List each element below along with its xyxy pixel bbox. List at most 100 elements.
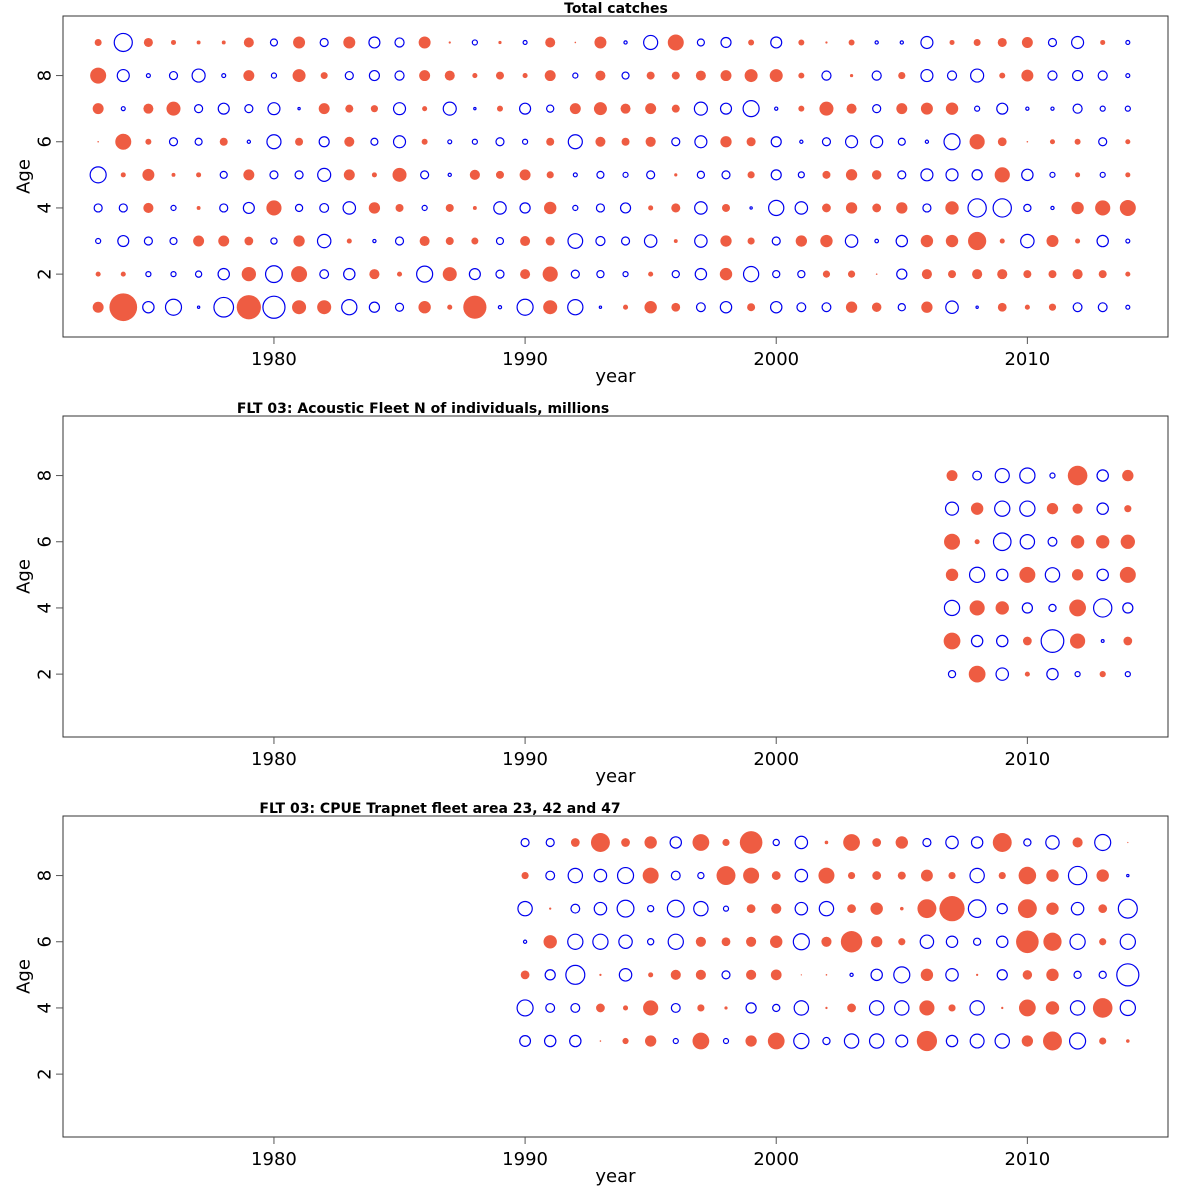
- bubble-negative: [643, 234, 658, 248]
- bubble-negative: [1125, 238, 1131, 244]
- bubble-negative: [342, 201, 357, 215]
- bubble-negative: [194, 137, 203, 146]
- bubble-positive: [120, 271, 126, 277]
- bubble-positive: [295, 137, 304, 146]
- bubble-negative: [995, 935, 1009, 949]
- bubble-positive: [1021, 36, 1033, 48]
- bubble-positive: [747, 303, 756, 312]
- bubble-positive: [872, 838, 882, 847]
- bubble-positive: [997, 137, 1007, 147]
- bubble-negative: [113, 32, 133, 53]
- bubble-positive: [392, 167, 407, 182]
- bubble-negative: [596, 269, 605, 279]
- bubble-negative: [1021, 168, 1034, 182]
- bubble-negative: [1047, 70, 1058, 81]
- panel-2: FLT 03: Acoustic Fleet N of individuals,…: [14, 401, 1169, 787]
- bubble-positive: [847, 270, 856, 278]
- bubble-positive: [346, 238, 352, 244]
- bubble-positive: [196, 205, 201, 210]
- bubble-negative: [217, 102, 230, 115]
- panel-title: Total catches: [564, 1, 668, 17]
- bubble-negative: [821, 302, 832, 313]
- bubble-positive: [724, 1006, 728, 1010]
- bubble-negative: [392, 135, 407, 149]
- bubble-positive: [642, 867, 659, 884]
- bubble-negative: [618, 934, 633, 950]
- bubble-positive: [843, 834, 860, 851]
- bubble-positive: [1074, 138, 1081, 145]
- bubble-negative: [497, 305, 503, 310]
- bubble-negative: [1096, 234, 1109, 248]
- bubble-positive: [243, 169, 255, 181]
- bubble-positive: [769, 69, 783, 83]
- bubble-positive: [596, 1003, 605, 1013]
- bubble-negative: [1097, 70, 1108, 81]
- bubble-positive: [1122, 469, 1134, 482]
- bubble-negative: [897, 170, 907, 180]
- bubble-negative: [1067, 865, 1088, 886]
- bubble-positive: [972, 269, 983, 280]
- bubble-negative: [546, 104, 555, 113]
- bubble-positive: [897, 871, 906, 880]
- bubble-positive: [748, 39, 755, 46]
- bubble-positive: [1023, 270, 1032, 279]
- bubble-positive: [520, 970, 530, 980]
- bubble-negative: [970, 634, 984, 648]
- bubble-positive: [520, 236, 531, 247]
- bubble-positive: [970, 502, 984, 515]
- bubble-positive: [692, 834, 710, 851]
- bubble-negative: [593, 868, 608, 883]
- bubble-positive: [744, 69, 758, 83]
- bubble-positive: [445, 237, 454, 246]
- bubble-positive: [445, 203, 454, 212]
- bubble-negative: [1119, 933, 1137, 950]
- bubble-negative: [1019, 500, 1036, 517]
- bubble-negative: [920, 168, 934, 182]
- bubble-negative: [1025, 106, 1030, 111]
- bubble-negative: [967, 899, 987, 919]
- bubble-negative: [620, 236, 631, 246]
- bubble-negative: [622, 171, 629, 178]
- bubble-negative: [567, 134, 583, 150]
- bubble-positive: [1072, 503, 1083, 514]
- bubble-negative: [118, 203, 128, 213]
- bubble-positive: [1019, 566, 1036, 583]
- bubble-negative: [970, 836, 984, 849]
- bubble-positive: [847, 871, 856, 880]
- bubble-negative: [1021, 602, 1034, 614]
- bubble-positive: [422, 106, 428, 112]
- bubble-positive: [939, 896, 965, 922]
- x-axis-label: year: [595, 766, 636, 787]
- bubble-negative: [297, 106, 301, 111]
- bubble-negative: [544, 969, 556, 981]
- bubble-positive: [798, 72, 805, 79]
- bubble-positive: [463, 295, 487, 319]
- bubble-positive: [266, 200, 282, 216]
- bubble-positive: [948, 871, 956, 880]
- bubble-negative: [1117, 898, 1138, 919]
- x-tick-label: 2010: [1004, 749, 1050, 770]
- bubble-positive: [495, 71, 504, 80]
- bubble-positive: [549, 907, 552, 910]
- bubble-positive: [92, 103, 104, 115]
- bubble-negative: [975, 305, 979, 309]
- bubble-positive: [472, 205, 477, 210]
- bubble-negative: [521, 138, 529, 145]
- bubble-negative: [1122, 602, 1134, 614]
- bubble-positive: [1099, 671, 1106, 678]
- bubble-positive: [1001, 1006, 1004, 1010]
- bubble-positive: [870, 902, 883, 915]
- bubble-negative: [447, 172, 452, 178]
- bubble-positive: [120, 172, 126, 178]
- bubble-negative: [945, 168, 959, 182]
- bubble-negative: [164, 298, 183, 316]
- bubble-positive: [623, 1005, 629, 1011]
- bubble-negative: [799, 139, 804, 144]
- bubble-positive: [97, 140, 99, 143]
- bubble-positive: [143, 202, 154, 213]
- bubble-positive: [770, 935, 783, 948]
- plot-frame: [62, 815, 1169, 1138]
- bubble-positive: [821, 936, 832, 947]
- bubble-negative: [368, 301, 381, 313]
- bubble-negative: [943, 599, 961, 617]
